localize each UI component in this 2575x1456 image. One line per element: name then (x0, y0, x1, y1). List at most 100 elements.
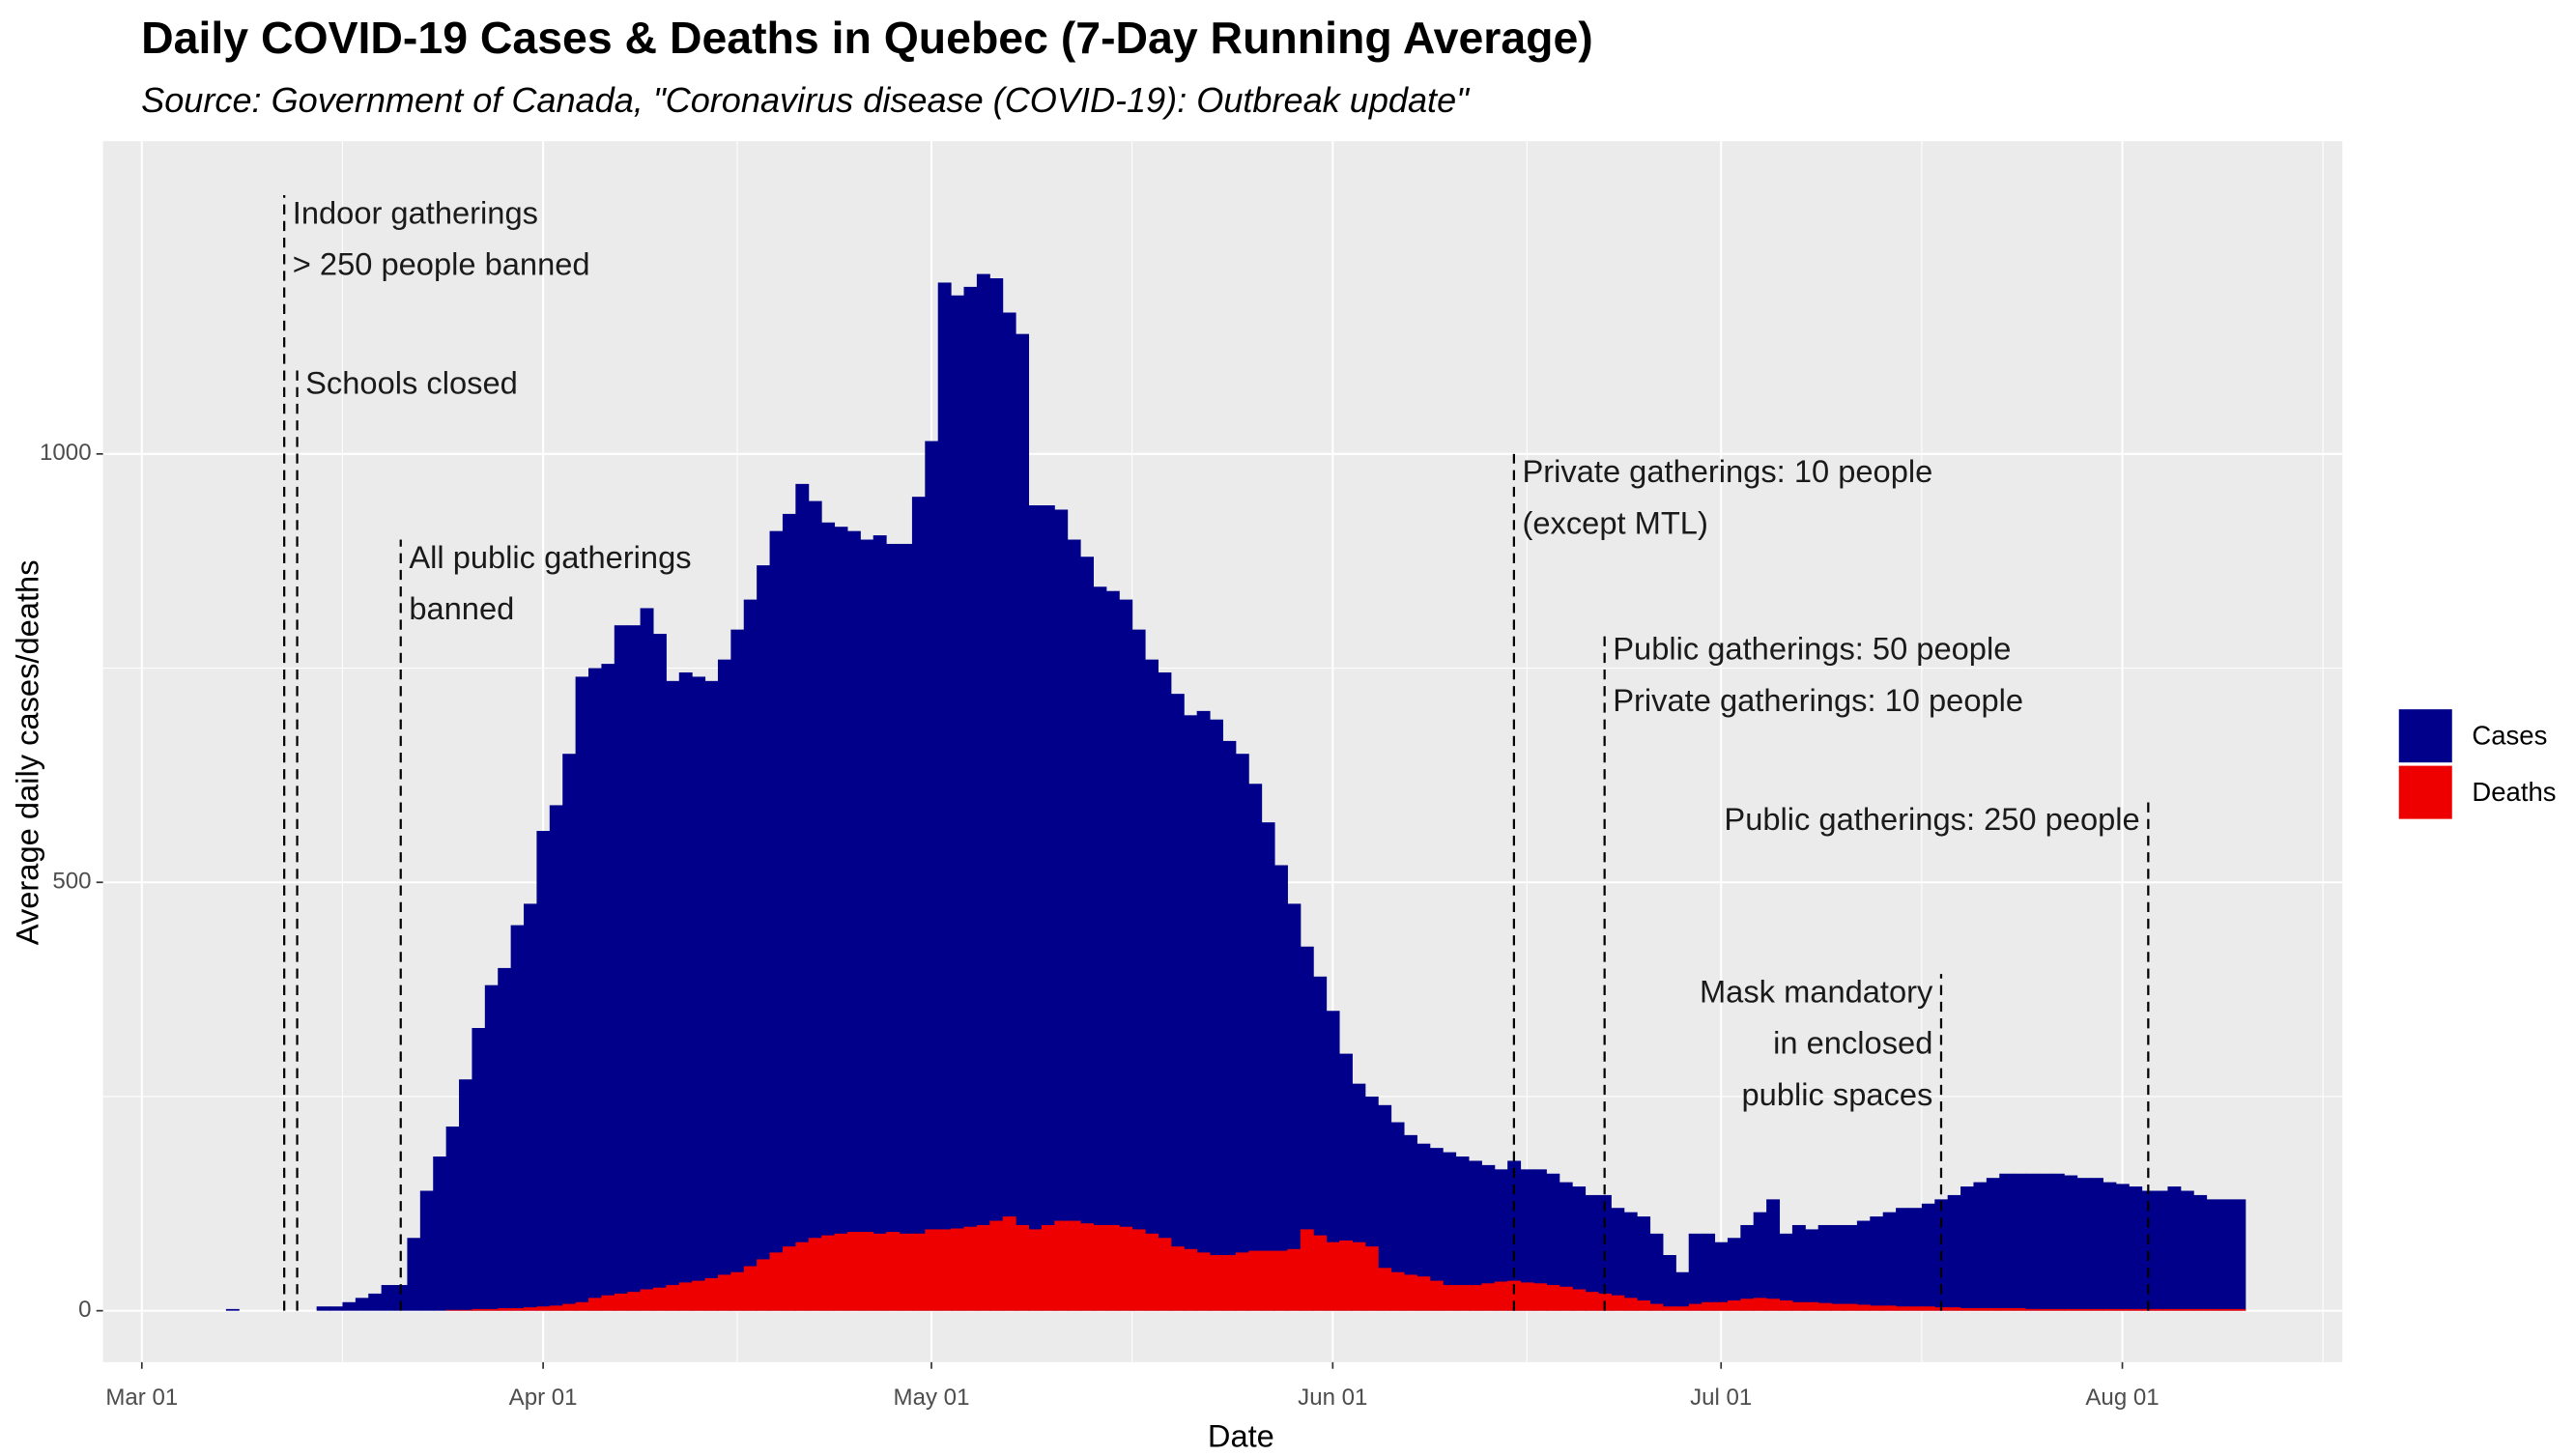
x-axis-title: Date (1208, 1418, 1274, 1454)
bar (1973, 1307, 1988, 1311)
bar (1817, 1224, 1832, 1311)
bar (1779, 1233, 1793, 1311)
bar (329, 1306, 343, 1311)
bar (1649, 1303, 1664, 1311)
bar (1494, 1281, 1508, 1311)
bar (1675, 1271, 1690, 1311)
bar (1443, 1152, 1457, 1311)
bar (976, 1224, 990, 1311)
bar (1611, 1208, 1625, 1311)
bar (2038, 1308, 2052, 1311)
bar (1416, 1143, 1431, 1311)
bar (1611, 1295, 1625, 1311)
bar (717, 659, 731, 1311)
bar (2141, 1190, 2156, 1311)
bar (1287, 903, 1302, 1311)
bar (1145, 1233, 1159, 1311)
bar (1791, 1301, 1806, 1311)
bar (1028, 505, 1043, 1311)
bar (678, 671, 693, 1311)
x-tick-label: Mar 01 (105, 1385, 178, 1411)
bar (976, 273, 990, 1311)
bar (2155, 1308, 2168, 1311)
bar (1119, 1226, 1133, 1311)
bar (549, 805, 563, 1311)
bar (459, 1309, 472, 1311)
bar (2064, 1175, 2078, 1311)
bar (1559, 1182, 1573, 1311)
bar (536, 831, 551, 1311)
bar (1662, 1306, 1676, 1311)
annotation-text: Indoor gatherings (293, 194, 538, 230)
bar (1585, 1194, 1599, 1311)
bar (1184, 715, 1198, 1311)
bar (1494, 1169, 1508, 1311)
bar (937, 282, 952, 1311)
bar (925, 1229, 939, 1311)
bar (549, 1305, 563, 1311)
bar (989, 278, 1004, 1311)
bar (2050, 1173, 2065, 1311)
bar (419, 1190, 434, 1311)
bar (1688, 1303, 1702, 1311)
bar (1831, 1224, 1845, 1311)
bar (2103, 1182, 2117, 1311)
bar (1753, 1298, 1767, 1311)
bar (1016, 1224, 1030, 1311)
bar (510, 1307, 525, 1311)
bar (1235, 754, 1249, 1311)
bar (1468, 1160, 1482, 1311)
bar (886, 1232, 901, 1311)
legend-label: Deaths (2472, 777, 2556, 807)
bar (2103, 1308, 2117, 1311)
bar (1378, 1268, 1392, 1311)
bar (342, 1301, 357, 1311)
bar (2155, 1190, 2168, 1311)
bar (951, 1228, 965, 1311)
bar (2206, 1308, 2220, 1311)
bar (2025, 1308, 2039, 1311)
bar (2129, 1308, 2143, 1311)
bar (1532, 1169, 1547, 1311)
bar (886, 543, 901, 1311)
bar (498, 1307, 512, 1311)
bar (1261, 1250, 1275, 1311)
annotation-text: banned (409, 590, 514, 626)
bar (2064, 1308, 2078, 1311)
bar (1623, 1212, 1638, 1311)
bar (2038, 1173, 2052, 1311)
bar (510, 925, 525, 1311)
y-axis-title: Average daily cases/deaths (10, 559, 45, 945)
bar (730, 629, 745, 1311)
annotation-text: (except MTL) (1522, 504, 1707, 540)
bar (640, 608, 654, 1311)
bar (601, 1295, 615, 1311)
bar (1805, 1301, 1819, 1311)
bar (1947, 1194, 1961, 1311)
bar (782, 1246, 796, 1311)
legend-label: Cases (2472, 721, 2547, 751)
bar (1960, 1186, 1974, 1311)
bar (1520, 1169, 1534, 1311)
bar (1882, 1305, 1897, 1311)
bar (433, 1156, 447, 1311)
legend-key (2398, 765, 2452, 819)
chart-title: Daily COVID-19 Cases & Deaths in Quebec … (141, 13, 1593, 63)
bar (484, 1308, 499, 1311)
x-tick-label: Apr 01 (509, 1385, 578, 1411)
bar (1326, 1011, 1340, 1311)
bar (1196, 1252, 1211, 1311)
bar (1572, 1289, 1587, 1311)
bar (1093, 586, 1107, 1311)
bar (1844, 1224, 1858, 1311)
bar (873, 535, 887, 1311)
bar (1455, 1156, 1470, 1311)
x-tick-label: Jul 01 (1690, 1385, 1752, 1411)
bar (1131, 629, 1146, 1311)
bar (484, 985, 499, 1311)
annotations: Indoor gatherings > 250 people banned Scho… (283, 194, 2150, 1311)
bar (1999, 1173, 2014, 1311)
bar (730, 1271, 745, 1311)
bar (1481, 1283, 1496, 1311)
bar (1274, 865, 1288, 1311)
